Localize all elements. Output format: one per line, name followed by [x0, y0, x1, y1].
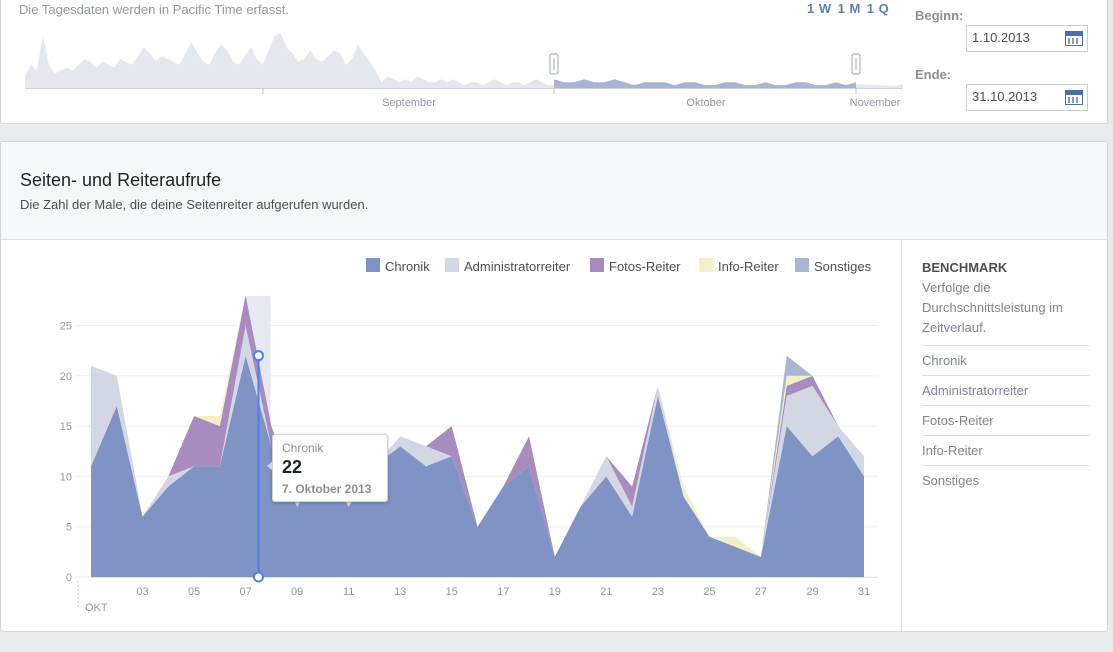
series-area-chronik [91, 355, 864, 577]
benchmark-item-sonstiges[interactable]: Sonstiges [922, 465, 1090, 495]
timeline-overview[interactable]: September Oktober November [1, 26, 906, 116]
begin-date-field[interactable] [966, 25, 1088, 52]
legend-swatch [366, 258, 380, 272]
begin-label: Beginn: [915, 8, 964, 23]
benchmark-item-fotos-reiter[interactable]: Fotos-Reiter [922, 405, 1090, 435]
benchmark-item-administratorreiter[interactable]: Administratorreiter [922, 375, 1090, 405]
timeline-history-area [25, 32, 554, 88]
x-tick-label: 21 [600, 586, 612, 598]
benchmark-panel: BENCHMARK Verfolge die Durchschnittsleis… [901, 239, 1108, 631]
legend-swatch [795, 258, 809, 272]
page-title: Seiten- und Reiteraufrufe [20, 170, 222, 190]
x-tick-label: 15 [446, 586, 458, 598]
calendar-icon[interactable] [1065, 31, 1083, 46]
x-tick-label: 31 [858, 586, 870, 598]
card-header: Seiten- und Reiteraufrufe Die Zahl der M… [1, 142, 1107, 240]
tooltip-value: 22 [282, 457, 303, 477]
timeline-future-area [856, 84, 903, 88]
range-selector: 1 W 1 M 1 Q [807, 1, 895, 16]
x-tick-label: 03 [136, 586, 148, 598]
y-tick-label: 5 [66, 522, 72, 534]
y-tick-label: 10 [60, 471, 72, 483]
legend-label[interactable]: Chronik [385, 259, 430, 274]
x-tick-label: 07 [239, 586, 251, 598]
page-subtitle: Die Zahl der Male, die deine Seitenreite… [20, 197, 369, 212]
date-range-panel: Die Tagesdaten werden in Pacific Time er… [0, 0, 1108, 124]
tooltip-date: 7. Oktober 2013 [282, 482, 372, 496]
x-tick-label: 27 [755, 586, 767, 598]
y-tick-label: 0 [66, 572, 72, 584]
legend-label[interactable]: Administratorreiter [464, 259, 571, 274]
calendar-icon[interactable] [1065, 90, 1083, 105]
end-date-input[interactable] [972, 89, 1057, 104]
x-tick-label: 19 [549, 586, 561, 598]
timeline-month-label: Oktober [686, 97, 725, 109]
end-date-field[interactable] [966, 84, 1088, 111]
benchmark-item-chronik[interactable]: Chronik [922, 345, 1090, 375]
tooltip-series: Chronik [282, 441, 324, 455]
range-1m-button[interactable]: 1 M [837, 1, 861, 16]
x-tick-label: 17 [497, 586, 509, 598]
range-1w-button[interactable]: 1 W [807, 1, 832, 16]
legend-label[interactable]: Sonstiges [814, 259, 872, 274]
benchmark-list: Chronik Administratorreiter Fotos-Reiter… [922, 345, 1090, 495]
benchmark-title: BENCHMARK [922, 260, 1008, 275]
timezone-note: Die Tagesdaten werden in Pacific Time er… [19, 2, 290, 17]
timeline-month-label: September [382, 97, 436, 109]
x-month-label: OKT [85, 602, 108, 614]
legend-label[interactable]: Fotos-Reiter [609, 259, 681, 274]
legend-label[interactable]: Info-Reiter [718, 259, 779, 274]
hover-point [252, 350, 264, 362]
x-tick-label: 13 [394, 586, 406, 598]
x-tick-label: 11 [343, 586, 354, 598]
timeline-window-area [554, 79, 856, 88]
hover-baseline-point [252, 571, 264, 583]
y-tick-label: 15 [60, 421, 72, 433]
x-tick-label: 29 [806, 586, 818, 598]
x-tick-label: 05 [188, 586, 200, 598]
y-tick-label: 20 [60, 371, 72, 383]
range-1q-button[interactable]: 1 Q [866, 1, 890, 16]
x-tick-label: 25 [703, 586, 715, 598]
legend-swatch [590, 258, 604, 272]
end-label: Ende: [915, 67, 952, 82]
benchmark-description: Verfolge die Durchschnittsleistung im Ze… [922, 280, 1063, 335]
x-tick-label: 23 [652, 586, 664, 598]
legend-swatch [699, 258, 713, 272]
y-tick-label: 25 [60, 321, 72, 333]
timeline-month-label: November [850, 97, 901, 109]
chart-tooltip: Chronik 22 7. Oktober 2013 [267, 434, 388, 502]
benchmark-item-info-reiter[interactable]: Info-Reiter [922, 435, 1090, 465]
legend-swatch [445, 258, 459, 272]
begin-date-input[interactable] [972, 30, 1057, 45]
x-tick-label: 09 [291, 586, 303, 598]
